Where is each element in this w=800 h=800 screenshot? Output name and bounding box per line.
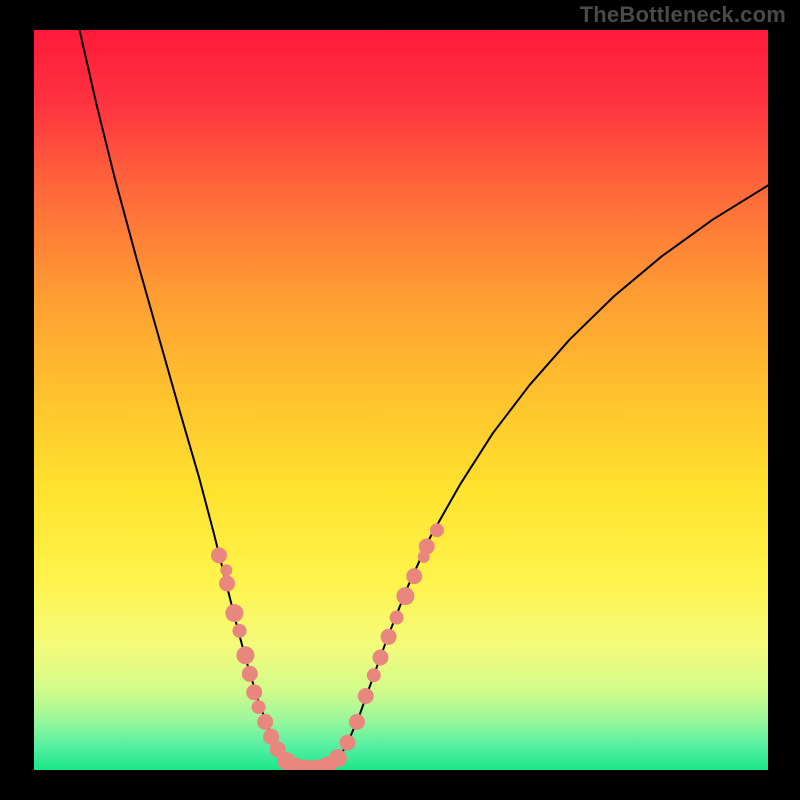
- dot-cluster-bottom: [278, 749, 347, 770]
- data-dot: [329, 749, 347, 767]
- data-dot: [220, 564, 232, 576]
- dot-cluster-right: [339, 523, 444, 750]
- data-dot: [349, 714, 365, 730]
- data-dot: [396, 587, 414, 605]
- data-dot: [211, 547, 227, 563]
- data-dot: [390, 611, 404, 625]
- data-dot: [372, 650, 388, 666]
- data-dot: [246, 684, 262, 700]
- data-dot: [358, 688, 374, 704]
- dot-cluster-left: [211, 547, 286, 757]
- data-dot: [233, 624, 247, 638]
- data-dot: [367, 668, 381, 682]
- data-dot: [339, 735, 355, 751]
- data-dot: [242, 666, 258, 682]
- curve-overlay: [34, 30, 768, 770]
- data-dot: [219, 576, 235, 592]
- data-dot: [430, 523, 444, 537]
- v-curve: [80, 30, 768, 769]
- watermark-label: TheBottleneck.com: [580, 2, 786, 28]
- data-dot: [252, 700, 266, 714]
- chart-stage: TheBottleneck.com: [0, 0, 800, 800]
- data-dot: [225, 604, 243, 622]
- plot-area: [34, 30, 768, 770]
- data-dot: [406, 568, 422, 584]
- data-dot: [257, 714, 273, 730]
- data-dot: [419, 539, 435, 555]
- data-dot: [236, 646, 254, 664]
- data-dot: [381, 629, 397, 645]
